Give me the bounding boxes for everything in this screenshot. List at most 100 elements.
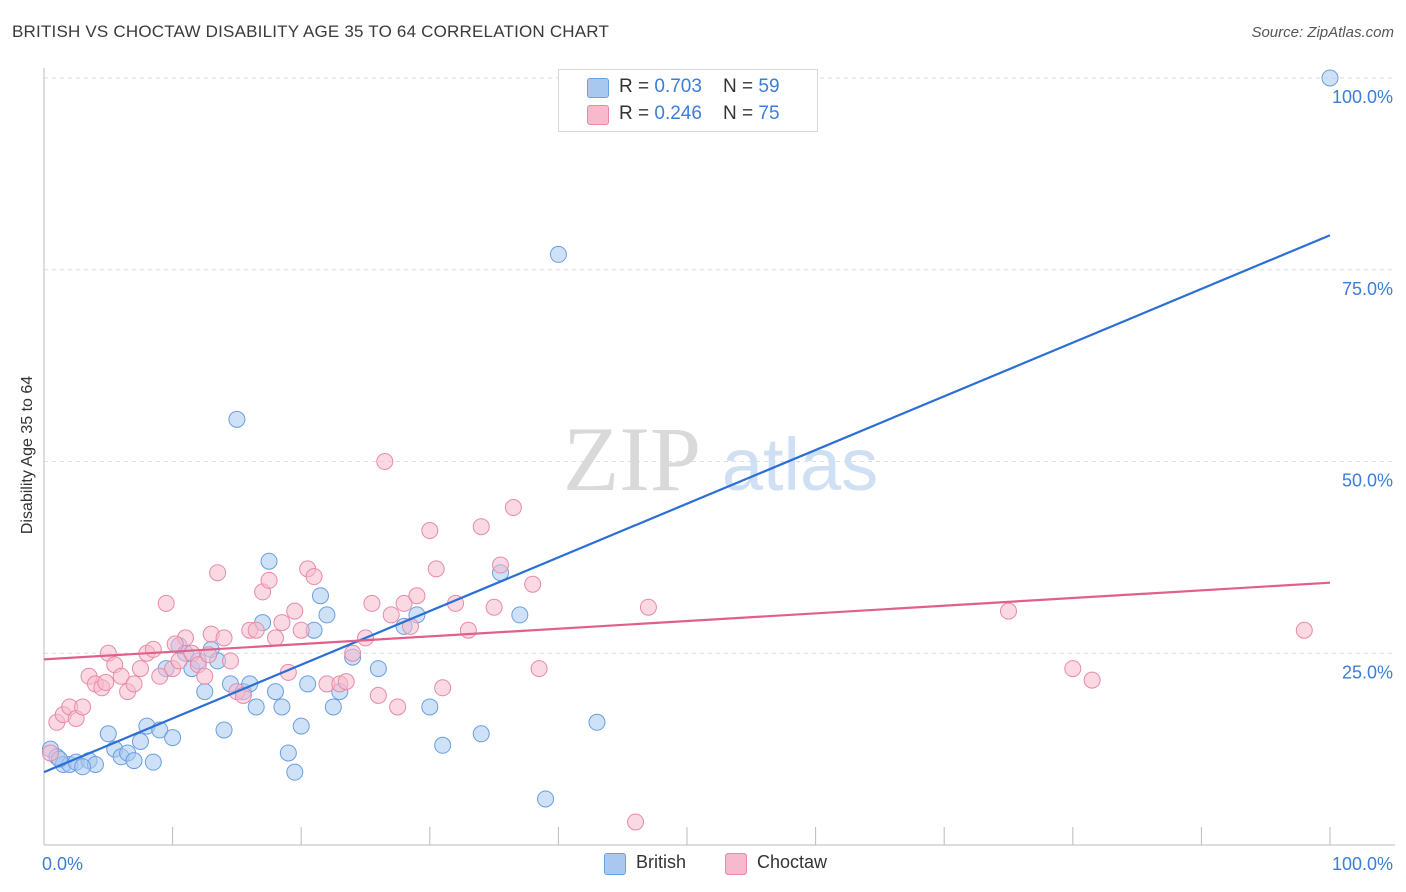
x-tick-label: 0.0% xyxy=(42,854,83,874)
r-label: R = xyxy=(619,103,655,124)
british-point xyxy=(144,753,162,771)
british-point xyxy=(279,744,297,762)
british-point xyxy=(266,683,284,701)
choctaw-swatch xyxy=(587,105,609,125)
n-value: 75 xyxy=(758,103,780,124)
british-point xyxy=(549,245,567,263)
choctaw-point xyxy=(344,644,362,662)
choctaw-point xyxy=(639,598,657,616)
choctaw-point xyxy=(1000,602,1017,620)
british-point xyxy=(247,698,265,716)
british-point xyxy=(434,736,452,754)
choctaw-legend-label: Choctaw xyxy=(757,852,828,872)
choctaw-point xyxy=(363,594,381,612)
tick-labels: 25.0% 50.0% 75.0% 100.0% 0.0% 100.0% xyxy=(42,87,1393,874)
british-point xyxy=(99,725,117,743)
watermark: ZIP atlas xyxy=(563,408,878,510)
choctaw-point xyxy=(492,556,510,574)
choctaw-point xyxy=(170,652,188,670)
choctaw-point xyxy=(41,744,59,762)
y-tick-label: 75.0% xyxy=(1342,279,1393,299)
british-swatch xyxy=(587,78,609,98)
choctaw-point xyxy=(395,594,413,612)
choctaw-point xyxy=(144,640,162,658)
british-point xyxy=(286,763,304,781)
british-point xyxy=(311,587,329,605)
choctaw-point xyxy=(112,667,130,685)
choctaw-point xyxy=(266,629,284,647)
british-point xyxy=(196,683,214,701)
choctaw-point xyxy=(504,499,522,517)
british-point xyxy=(511,606,529,624)
r-value: 0.246 xyxy=(654,103,702,124)
choctaw-point xyxy=(369,686,387,704)
choctaw-point xyxy=(260,571,278,589)
trend-lines xyxy=(43,234,1331,774)
choctaw-point xyxy=(389,698,407,716)
choctaw-point xyxy=(215,629,233,647)
choctaw-point xyxy=(472,518,490,536)
choctaw-point xyxy=(408,587,426,605)
choctaw-point xyxy=(524,575,542,593)
choctaw-point xyxy=(421,522,439,540)
choctaw-point xyxy=(627,813,645,831)
british-point xyxy=(324,698,342,716)
choctaw-point xyxy=(1295,621,1313,639)
series-legend: British Choctaw xyxy=(0,852,1406,876)
legend-stats-british: R = 0.703 N = 59 xyxy=(619,76,780,98)
y-tick-label: 100.0% xyxy=(1332,87,1393,107)
choctaw-legend-swatch xyxy=(725,853,747,875)
choctaw-point xyxy=(485,598,503,616)
r-value: 0.703 xyxy=(654,76,702,97)
y-tick-label: 25.0% xyxy=(1342,662,1393,682)
choctaw-point xyxy=(1083,671,1101,689)
choctaw-point xyxy=(196,667,214,685)
british-trend-line xyxy=(43,234,1331,774)
y-tick-label: 50.0% xyxy=(1342,471,1393,491)
british-point xyxy=(318,606,336,624)
choctaw-point xyxy=(166,635,184,653)
choctaw-point xyxy=(157,594,175,612)
british-point xyxy=(260,552,278,570)
r-label: R = xyxy=(619,76,655,97)
british-point xyxy=(215,721,233,739)
x-tick-label: 100.0% xyxy=(1332,854,1393,874)
choctaw-point xyxy=(292,621,310,639)
watermark-atlas: atlas xyxy=(722,423,878,506)
british-point xyxy=(472,725,490,743)
british-point xyxy=(164,729,182,747)
british-point xyxy=(273,698,291,716)
british-point xyxy=(228,410,246,428)
british-point xyxy=(1321,69,1339,87)
choctaw-point xyxy=(382,606,400,624)
british-point xyxy=(369,660,387,678)
british-legend-swatch xyxy=(604,853,626,875)
choctaw-point xyxy=(434,679,452,697)
choctaw-point xyxy=(530,660,548,678)
grid-lines xyxy=(44,77,1395,654)
british-point xyxy=(131,732,149,750)
choctaw-point xyxy=(125,675,143,693)
correlation-legend: R = 0.703 N = 59 R = 0.246 N = 75 xyxy=(558,69,818,132)
choctaw-point xyxy=(1064,660,1082,678)
choctaw-points xyxy=(41,453,1313,831)
choctaw-point xyxy=(209,564,227,582)
british-point xyxy=(537,790,555,808)
british-point xyxy=(588,713,606,731)
choctaw-point xyxy=(131,660,149,678)
choctaw-point xyxy=(337,673,355,691)
watermark-zip: ZIP xyxy=(563,408,701,510)
legend-stats-choctaw: R = 0.246 N = 75 xyxy=(619,103,780,125)
british-point xyxy=(125,752,143,770)
british-point xyxy=(299,675,317,693)
choctaw-point xyxy=(305,568,323,586)
choctaw-point xyxy=(151,667,169,685)
choctaw-point xyxy=(247,621,265,639)
n-label: N = xyxy=(723,103,759,124)
axes xyxy=(43,68,1395,846)
british-point xyxy=(74,758,92,776)
choctaw-point xyxy=(376,453,394,470)
choctaw-point xyxy=(74,698,92,716)
chart-title: BRITISH VS CHOCTAW DISABILITY AGE 35 TO … xyxy=(12,22,610,41)
